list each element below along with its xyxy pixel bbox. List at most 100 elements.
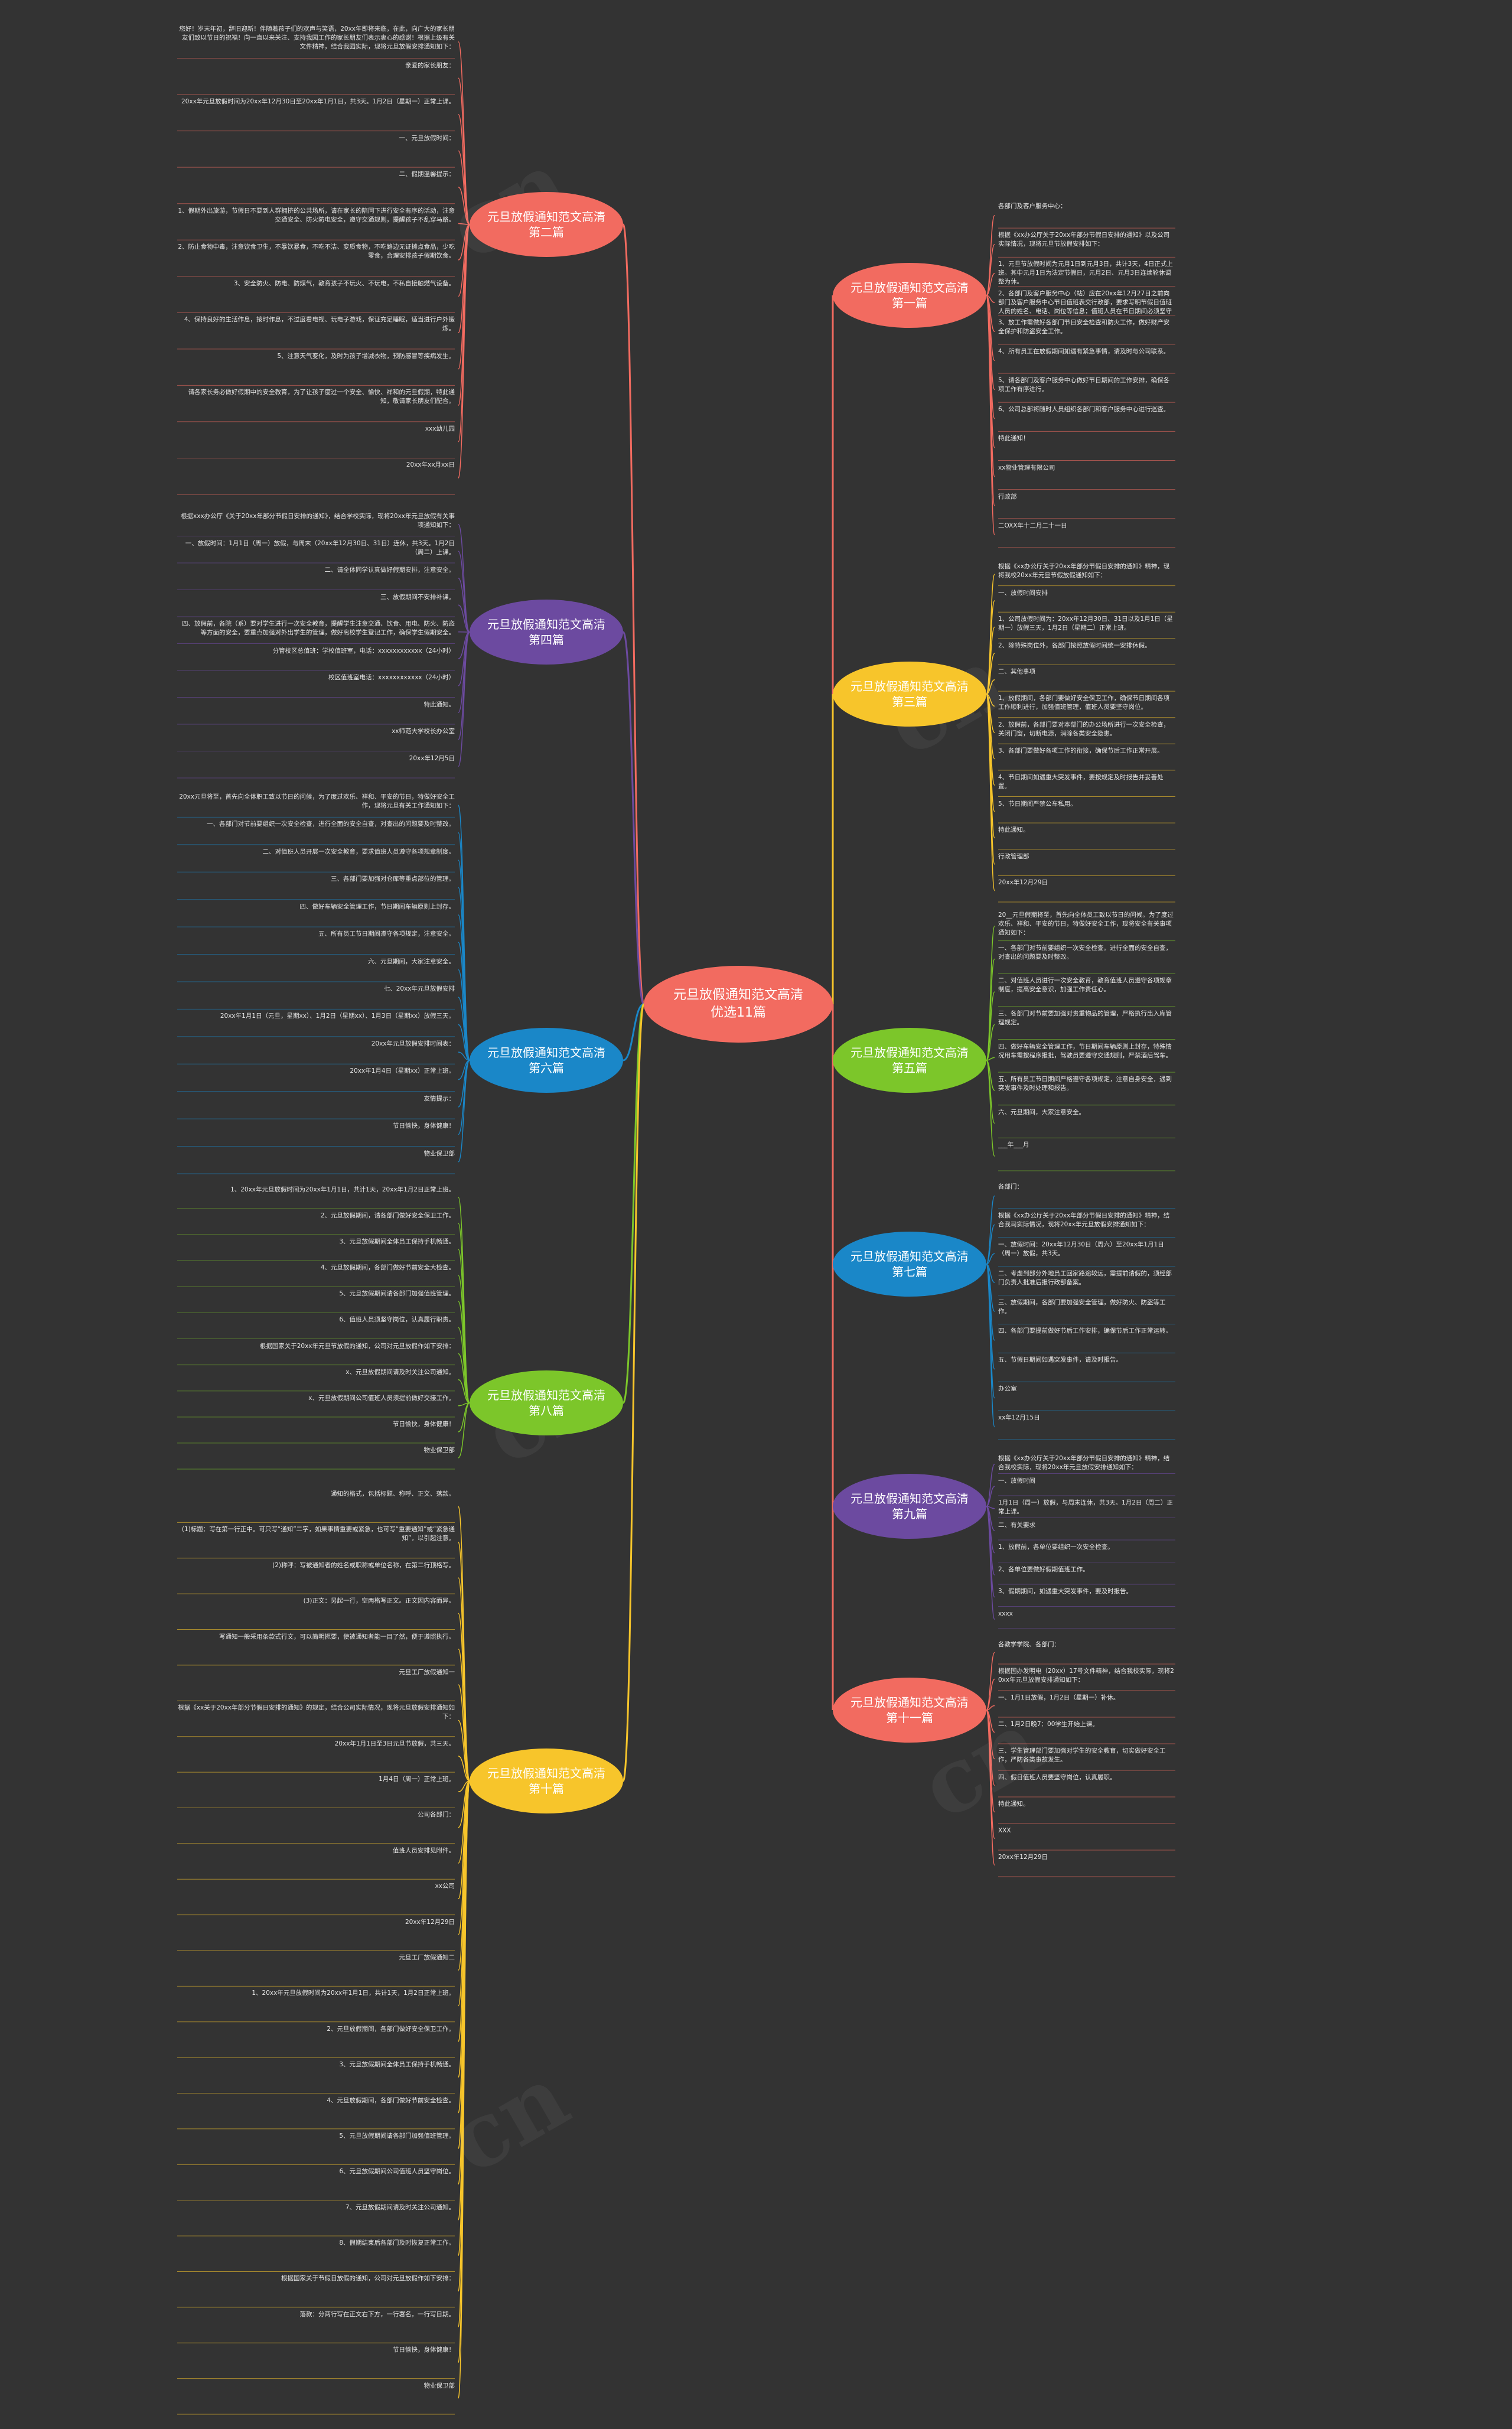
leaf-text: 20xx年元旦放假时间为20xx年12月30日至20xx年1月1日，共3天。1月… [181, 98, 455, 106]
leaf-text: 20xx年1月1日（元旦，星期xx）、1月2日（星期xx）、1月3日（星期xx）… [220, 1012, 455, 1020]
leaf-text: 1、20xx年元旦放假时间为20xx年1月1日，共计1天，1月2日正常上班。 [252, 1990, 455, 1997]
leaf-text: 3、放工作需做好各部门节日安全检查和防火工作，做好财产安全保护和防盗安全工作。 [998, 318, 1170, 335]
leaf-text: 特此通知。 [423, 701, 455, 708]
leaf-text: 五、所有员工节日期间严格遵守各项规定，注意自身安全，遇到突发事件及时处理和报告。 [998, 1076, 1172, 1092]
leaf-text: 四、做好车辆安全管理工作，节日期间车辆原则上封存，特殊情况用车需按程序报批，驾驶… [998, 1043, 1172, 1059]
leaf-text: 二OXX年十二月二十一日 [998, 522, 1067, 529]
leaf-text: 20xx年1月4日（星期xx）正常上班。 [350, 1067, 455, 1075]
leaf-text: 四、各部门要提前做好节后工作安排，确保节后工作正常运转。 [998, 1327, 1172, 1335]
leaf-text: 3、安全防火、防电、防煤气，教育孩子不玩火、不玩电，不私自接触燃气设备。 [233, 279, 455, 287]
leaf-text: 一、各部门对节前要组织一次安全检查，进行全面的安全自查，对查出的问题要及时整改。 [207, 820, 455, 828]
leaf-text: 一、元旦放假时间： [399, 134, 455, 142]
leaf-text: 二、其他事项 [998, 668, 1035, 676]
connector [458, 1379, 470, 1404]
leaf-text: (3)正文：另起一行，空两格写正文。正文因内容而异。 [303, 1597, 455, 1605]
connector [623, 1003, 644, 1062]
leaf-text: 二、请全体同学认真做好假期安排，注意安全。 [324, 566, 455, 574]
branch-node-10[interactable]: 元旦放假通知范文高清 第十篇 [470, 1749, 623, 1813]
connector [622, 631, 645, 1005]
leaf-text: 4、元旦放假期间，各部门做好节前安全大检查。 [320, 1264, 455, 1272]
branch-node-9[interactable]: 元旦放假通知范文高清 第九篇 [833, 1474, 986, 1539]
leaf-text: x、元旦放假期间公司值班人员须提前做好交接工作。 [308, 1394, 455, 1402]
leaf-text: 物业保卫部 [423, 1446, 455, 1454]
leaf-text: x、元旦放假期间请及时关注公司通知。 [346, 1368, 455, 1376]
connector [458, 1402, 470, 1458]
branch-node-11[interactable]: 元旦放假通知范文高清 第十一篇 [833, 1678, 986, 1743]
leaf-text: 4、所有员工在放假期间如遇有紧急事情，请及时与公司联系。 [998, 347, 1170, 355]
connector [622, 1003, 645, 1404]
leaf-text: 1、假期外出旅游，节假日不要到人群拥挤的公共场所，请在家长的陪同下进行安全有序的… [178, 207, 455, 223]
leaf-text: 5、元旦放假期间请各部门加强值班管理。 [339, 1290, 455, 1298]
branch-node-3[interactable]: 元旦放假通知范文高清 第三篇 [833, 662, 986, 727]
leaf-text: 1、放假前，各单位要组织一次安全检查。 [998, 1544, 1114, 1551]
leaf-text: 6、元旦放假期间公司值班人员坚守岗位。 [339, 2168, 455, 2176]
connector [986, 244, 995, 296]
leaf-text: 三、各部门要加强对仓库等重点部位的管理。 [331, 875, 455, 883]
leaf-text: 1、元旦节放假时间为元月1日到元月3日，共计3天，4日正式上班。其中元月1日为法… [998, 261, 1173, 286]
leaf-text: 3、各部门要做好各项工作的衔接，确保节后工作正常开展。 [998, 747, 1164, 755]
connector [458, 604, 470, 633]
leaf-text: 校区值班室电话：xxxxxxxxxxxx（24小时） [328, 674, 455, 681]
leaf-text: 亲爱的家长朋友： [405, 61, 455, 69]
leaf-text: 根据国办发明电（20xx）17号文件精神，结合我校实际，现将20xx年元旦放假安… [998, 1668, 1174, 1684]
leaf-text: 20xx年12月5日 [409, 754, 455, 762]
leaf-text: 值班人员安排见附件。 [393, 1847, 455, 1854]
connector [458, 631, 470, 767]
leaf-text: 一、放假时间：20xx年12月30日（周六）至20xx年1月1日（周一）放假，共… [998, 1240, 1164, 1257]
branch-node-4[interactable]: 元旦放假通知范文高清 第四篇 [470, 600, 623, 665]
leaf-text: 五、节假日期间如遇突发事件，请及时报告。 [998, 1356, 1122, 1364]
connector [458, 1327, 470, 1404]
leaf-text: 20xx元旦将至，首先向全体职工致以节日的问候，为了度过欢乐、祥和、平安的节日，… [179, 793, 455, 809]
branch-node-7[interactable]: 元旦放假通知范文高清 第七篇 [833, 1232, 986, 1297]
leaf-text: 8、假期结束后各部门及时恢复正常工作。 [339, 2239, 455, 2247]
connector [458, 1756, 470, 1782]
leaf-text: 3、假期期间，如遇重大突发事件，要及时报告。 [998, 1588, 1133, 1595]
leaf-text: xxx幼儿园 [425, 425, 455, 432]
leaf-text: 节日愉快，身体健康！ [393, 1122, 455, 1130]
center-topic[interactable]: 元旦放假通知范文高清优选11篇 [644, 966, 833, 1043]
connector [622, 1003, 645, 1782]
leaf-text: 7、元旦放假期间请及时关注公司通知。 [345, 2203, 455, 2211]
leaf-text: 分管校区总值班：学校值班室，电话：xxxxxxxxxxxx（24小时） [272, 647, 455, 655]
branch-node-2[interactable]: 元旦放假通知范文高清 第二篇 [470, 192, 623, 257]
leaf-text: 根据《xx关于20xx年部分节假日安排的通知》的规定，结合公司实际情况，现将元旦… [178, 1704, 455, 1721]
connector [986, 693, 995, 891]
connector [458, 223, 470, 225]
connector [986, 1464, 995, 1507]
leaf-text: 1月1日（周一）放假，与周末连休，共3天。1月2日（周二）正常上课。 [998, 1499, 1173, 1515]
leaf-text: 根据《xx办公厅关于20xx年部分节假日安排的通知》精神，结合我司实际情况，现将… [998, 1212, 1170, 1228]
leaf-text: 5、注意天气变化，及时为孩子增减衣物，预防感冒等疾病发生。 [277, 352, 455, 360]
leaf-text: 行政管理部 [998, 852, 1029, 860]
leaf-text: 三、放假期间不安排补课。 [380, 593, 455, 601]
leaf-text: 一、1月1日放假，1月2日（星期一）补休。 [998, 1694, 1120, 1701]
leaf-text: 6、值班人员须坚守岗位，认真履行职责。 [339, 1316, 455, 1324]
branch-node-5[interactable]: 元旦放假通知范文高清 第五篇 [833, 1028, 986, 1093]
leaf-text: 根据xxx办公厅《关于20xx年部分节假日安排的通知》，结合学校实际，现将20x… [181, 513, 455, 529]
leaf-text: 根据《xx办公厅关于20xx年部分节假日安排的通知》精神，现将我校20xx年元旦… [998, 563, 1170, 579]
leaf-text: 根据国家关于20xx年元旦节放假的通知，公司对元旦放假作如下安排： [259, 1342, 455, 1350]
leaf-text: 您好！岁末年初，辞旧迎新！伴随着孩子们的欢声与笑语，20xx年即将来临，在此，向… [179, 25, 455, 50]
connector [986, 1024, 995, 1061]
connector [458, 1541, 470, 1782]
leaf-text: 请各家长务必做好假期中的安全教育，为了让孩子度过一个安全、愉快、祥和的元旦假期，… [188, 389, 455, 405]
leaf-text: 20xx年12月29日 [405, 1918, 455, 1926]
leaf-text: xx公司 [435, 1883, 455, 1890]
leaf-text: 元旦工厂放假通知一 [399, 1668, 455, 1676]
connector [458, 997, 470, 1061]
leaf-text: 七、20xx年元旦放假安排 [383, 985, 455, 992]
leaf-text: 四、假日值班人员要坚守岗位，认真履职。 [998, 1774, 1116, 1781]
leaf-text: 一、各部门对节前要组织一次安全检查。进行全面的安全自查，对查出的问题要及时整改。 [998, 944, 1172, 960]
branch-node-6[interactable]: 元旦放假通知范文高清 第六篇 [470, 1028, 623, 1093]
connector [458, 150, 470, 225]
leaf-text: 各部门： [998, 1183, 1023, 1190]
branch-node-8[interactable]: 元旦放假通知范文高清 第八篇 [470, 1370, 623, 1435]
branch-node-1[interactable]: 元旦放假通知范文高清 第一篇 [833, 263, 986, 328]
leaf-text: xx师范大学校长办公室 [392, 728, 455, 735]
leaf-text: 四、做好车辆安全管理工作，节日期间车辆原则上封存。 [299, 903, 455, 910]
leaf-text: (2)称呼：写被通知者的姓名或职称或单位名称，在第二行顶格写。 [272, 1561, 455, 1569]
leaf-text: 物业保卫部 [423, 1150, 455, 1157]
leaf-text: 六、元旦期间，大家注意安全。 [368, 958, 455, 965]
leaf-text: 4、节日期间如遇重大突发事件，要按规定及时报告并妥善处置。 [998, 773, 1164, 790]
leaf-text: 一、放假时间 [998, 1477, 1035, 1484]
leaf-text: 四、放假前，各院（系）要对学生进行一次安全教育，提醒学生注意交通、饮食、用电、防… [182, 620, 455, 636]
